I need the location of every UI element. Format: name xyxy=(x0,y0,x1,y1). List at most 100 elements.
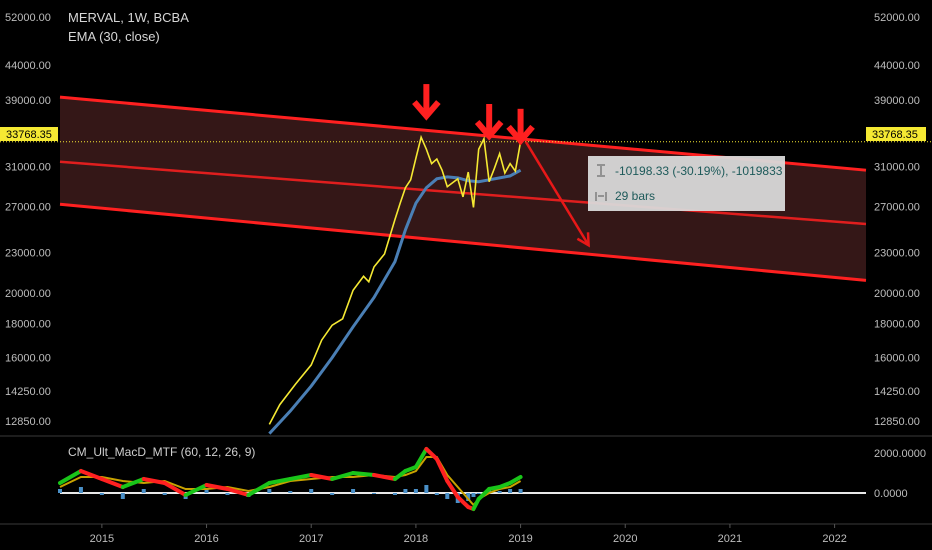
macd-hist-bar xyxy=(471,493,476,497)
macd-indicator-label[interactable]: CM_Ult_MacD_MTF (60, 12, 26, 9) xyxy=(68,445,255,459)
time-axis-tick-label: 2020 xyxy=(613,533,637,545)
price-tag-right: 33768.35 xyxy=(866,127,926,141)
macd-hist-bar xyxy=(162,493,167,495)
macd-line-segment xyxy=(330,471,356,481)
macd-line-segment xyxy=(455,495,471,509)
projection-arrow[interactable] xyxy=(524,141,590,248)
price-axis-tick-left: 44000.00 xyxy=(5,60,51,72)
macd-hist-bar xyxy=(424,485,429,493)
macd-hist-bar xyxy=(309,489,314,493)
symbol-title[interactable]: MERVAL, 1W, BCBA xyxy=(68,10,189,25)
macd-line-segment xyxy=(99,477,125,489)
macd-hist-bar xyxy=(141,489,146,493)
price-axis-tick-left: 52000.00 xyxy=(5,12,51,24)
macd-hist-bar xyxy=(225,493,230,495)
measure-tooltip[interactable]: -10198.33 (-30.19%), -1019833 29 bars xyxy=(588,156,785,211)
macd-panel[interactable]: CM_Ult_MacD_MTF (60, 12, 26, 9) 2000.000… xyxy=(58,445,926,511)
macd-hist-bar xyxy=(413,489,418,493)
macd-line-segment xyxy=(58,469,83,485)
macd-axis: 2000.0000 0.0000 xyxy=(874,448,926,500)
down-arrow-head xyxy=(506,124,535,146)
channel-lower-line[interactable] xyxy=(59,202,867,282)
price-axis-tick-right: 44000.00 xyxy=(874,60,920,72)
time-axis-tick-label: 2021 xyxy=(718,533,742,545)
down-arrow-head xyxy=(474,120,504,141)
price-tag-left: 33768.35 xyxy=(0,127,58,141)
time-axis-tick-label: 2019 xyxy=(508,533,532,545)
macd-axis-tick: 0.0000 xyxy=(874,488,908,500)
price-panel[interactable] xyxy=(0,84,932,435)
price-axis-tick-right: 52000.00 xyxy=(874,12,920,24)
macd-hist-bar xyxy=(267,489,272,493)
projection-arrow-head xyxy=(576,232,590,248)
macd-line-segment xyxy=(445,479,460,499)
macd-hist-bar xyxy=(466,493,471,501)
macd-hist-bar xyxy=(351,489,356,493)
bar-range-icon xyxy=(595,192,607,201)
price-axis-tick-right: 27000.00 xyxy=(874,201,920,213)
price-axis-tick-left: 20000.00 xyxy=(5,288,51,300)
macd-line-segment xyxy=(183,483,209,497)
macd-hist-bar xyxy=(497,491,502,493)
macd-hist-bar xyxy=(372,493,377,494)
macd-line-segment xyxy=(246,481,272,497)
time-axis-tick-label: 2015 xyxy=(90,533,114,545)
price-axis-tick-right: 14250.00 xyxy=(874,386,920,398)
price-axis-tick-right: 23000.00 xyxy=(874,248,920,260)
price-axis-tick-left: 12850.00 xyxy=(5,416,51,428)
price-axis-tick-right: 39000.00 xyxy=(874,95,920,107)
macd-hist-bar xyxy=(78,487,83,493)
time-axis-tick-label: 2018 xyxy=(404,533,428,545)
measure-bars-text: 29 bars xyxy=(615,189,655,203)
down-arrow-markers xyxy=(412,84,535,146)
price-axis-tick-left: 18000.00 xyxy=(5,319,51,331)
macd-line-segment xyxy=(288,473,314,481)
channel-fill xyxy=(60,97,866,281)
macd-hist-bar xyxy=(330,493,335,495)
time-axis-tick-label: 2016 xyxy=(194,533,218,545)
down-arrow-icon xyxy=(506,108,535,146)
channel-middle-line[interactable] xyxy=(59,160,867,226)
macd-hist-bar xyxy=(58,489,62,493)
macd-line-segment xyxy=(141,477,167,485)
measure-change-text: -10198.33 (-30.19%), -1019833 xyxy=(615,164,783,178)
time-axis[interactable]: 2015 2016 2017 2018 2019 2020 2021 2022 xyxy=(90,524,847,545)
macd-line-segment xyxy=(392,469,408,481)
macd-hist-bar xyxy=(204,489,209,493)
merval-series-line xyxy=(268,134,522,425)
macd-axis-tick: 2000.0000 xyxy=(874,448,926,460)
price-axis-tick-right: 18000.00 xyxy=(874,319,920,331)
price-axis-tick-right: 20000.00 xyxy=(874,288,920,300)
macd-hist-bar xyxy=(288,491,293,493)
projection-arrow-shaft xyxy=(524,141,590,246)
macd-line-segment xyxy=(508,475,523,485)
macd-line-segment xyxy=(78,469,104,481)
price-axis-tick-right: 12850.00 xyxy=(874,416,920,428)
macd-hist-bar xyxy=(99,493,104,495)
price-axis-tick-left: 27000.00 xyxy=(5,201,51,213)
price-tag-right-text: 33768.35 xyxy=(872,129,918,141)
macd-line-segment xyxy=(434,457,450,483)
price-axis-tick-right: 16000.00 xyxy=(874,353,920,365)
price-axis-tick-right: 31000.00 xyxy=(874,161,920,173)
price-axis-tick-left: 23000.00 xyxy=(5,248,51,260)
macd-line-segment xyxy=(204,483,230,491)
macd-hist-bar xyxy=(445,493,450,499)
price-axis-tick-left: 39000.00 xyxy=(5,95,51,107)
time-axis-tick-label: 2022 xyxy=(822,533,846,545)
macd-line-segment xyxy=(476,487,492,501)
ema-indicator-label[interactable]: EMA (30, close) xyxy=(68,29,160,44)
macd-line-segment xyxy=(372,473,397,481)
down-arrow-icon xyxy=(474,104,504,141)
macd-hist-bar xyxy=(392,493,397,495)
macd-hist-bar xyxy=(508,489,513,493)
macd-hist-bar xyxy=(434,493,439,495)
macd-line-segment xyxy=(267,477,293,485)
macd-line-segment xyxy=(424,447,439,461)
macd-line-segment xyxy=(225,487,251,497)
time-axis-tick-label: 2017 xyxy=(299,533,323,545)
macd-hist-bar xyxy=(403,489,408,493)
macd-line-segment xyxy=(351,471,377,477)
macd-hist-bar xyxy=(518,489,523,493)
